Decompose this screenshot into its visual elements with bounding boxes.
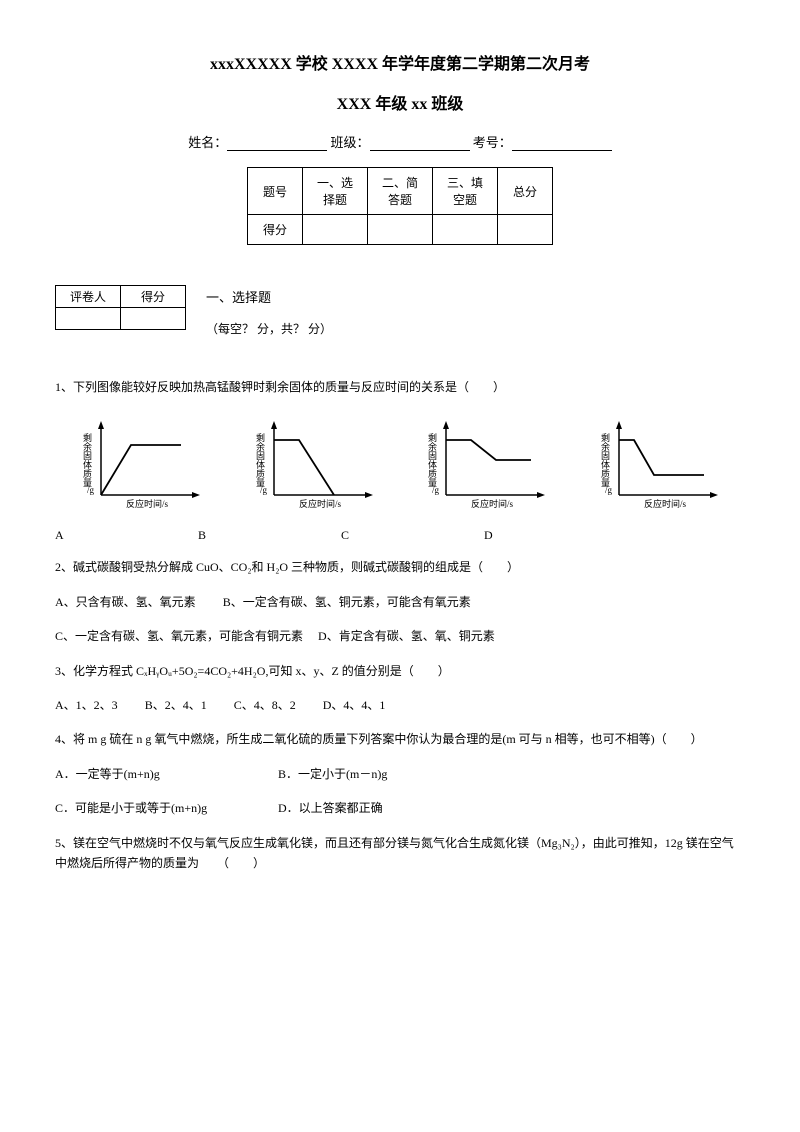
svg-text:反应时间/s: 反应时间/s <box>299 498 342 509</box>
question-3: 3、化学方程式 CₓHᵧOᵤ+5O₂=4CO₂+4H₂O,可知 x、y、Z 的值… <box>55 661 745 681</box>
score-table: 题号 一、选择题 二、简答题 三、填空题 总分 得分 <box>247 167 553 245</box>
option-a: A、1、2、3 <box>55 698 118 712</box>
main-title: xxxXXXXX 学校 XXXX 年学年度第二学期第二次月考 <box>55 50 745 74</box>
table-row: 题号 一、选择题 二、简答题 三、填空题 总分 <box>248 168 553 215</box>
option-b: B、一定含有碳、氢、铜元素，可能含有氧元素 <box>223 595 471 609</box>
table-row <box>56 308 186 330</box>
header-cell: 三、填空题 <box>433 168 498 215</box>
header-cell: 二、简答题 <box>368 168 433 215</box>
svg-text:/g: /g <box>87 485 95 495</box>
svg-text:反应时间/s: 反应时间/s <box>471 498 514 509</box>
option-d: D <box>484 528 624 543</box>
chart-a: 剩余固体质量 /g 反应时间/s <box>71 415 211 510</box>
name-label: 姓名： <box>188 135 227 150</box>
score-cell[interactable] <box>368 215 433 245</box>
chart-d: 剩余固体质量 /g 反应时间/s <box>589 415 729 510</box>
q1-options: A B C D <box>55 528 745 543</box>
section-header-row: 评卷人 得分 一、选择题 （每空？ 分，共？ 分） <box>55 285 745 337</box>
option-c: C <box>341 528 481 543</box>
score-label: 得分 <box>248 215 303 245</box>
q2-options-ab: A、只含有碳、氢、氧元素 B、一定含有碳、氢、铜元素，可能含有氧元素 <box>55 592 745 612</box>
class-label: 班级： <box>330 135 369 150</box>
header-cell: 题号 <box>248 168 303 215</box>
question-4: 4、将 m g 硫在 n g 氧气中燃烧，所生成二氧化硫的质量下列答案中你认为最… <box>55 729 745 749</box>
svg-text:/g: /g <box>432 485 440 495</box>
q4-options-ab: A．一定等于(m+n)g B．一定小于(m－n)g <box>55 764 745 784</box>
q3-options: A、1、2、3 B、2、4、1 C、4、8、2 D、4、4、1 <box>55 695 745 715</box>
q4-options-cd: C．可能是小于或等于(m+n)g D．以上答案都正确 <box>55 798 745 818</box>
sub-title: XXX 年级 xx 班级 <box>55 90 745 114</box>
svg-text:剩余固体质量: 剩余固体质量 <box>82 432 92 487</box>
svg-text:剩余固体质量: 剩余固体质量 <box>255 432 265 487</box>
option-a: A <box>55 528 195 543</box>
table-row: 评卷人 得分 <box>56 286 186 308</box>
option-a: A．一定等于(m+n)g <box>55 764 275 784</box>
option-a: A、只含有碳、氢、氧元素 <box>55 595 196 609</box>
question-2: 2、碱式碳酸铜受热分解成 CuO、CO₂和 H₂O 三种物质，则碱式碳酸铜的组成… <box>55 557 745 577</box>
section-subtitle: （每空？ 分，共？ 分） <box>206 320 332 337</box>
header-cell: 总分 <box>498 168 553 215</box>
grader-score-cell[interactable] <box>121 308 186 330</box>
grader-label: 评卷人 <box>56 286 121 308</box>
option-c: C、一定含有碳、氢、氧元素，可能含有铜元素 <box>55 629 303 643</box>
score-cell[interactable] <box>498 215 553 245</box>
chart-c: 剩余固体质量 /g 反应时间/s <box>416 415 556 510</box>
class-blank[interactable] <box>370 137 470 151</box>
grader-score-label: 得分 <box>121 286 186 308</box>
name-blank[interactable] <box>227 137 327 151</box>
question-1: 1、下列图像能较好反映加热高锰酸钾时剩余固体的质量与反应时间的关系是（ ） <box>55 377 745 397</box>
option-b: B、2、4、1 <box>145 698 207 712</box>
option-c: C．可能是小于或等于(m+n)g <box>55 798 275 818</box>
option-d: D．以上答案都正确 <box>278 801 383 815</box>
option-d: D、4、4、1 <box>323 698 386 712</box>
option-b: B <box>198 528 338 543</box>
svg-text:/g: /g <box>260 485 268 495</box>
option-d: D、肯定含有碳、氢、氧、铜元素 <box>318 629 495 643</box>
charts-row: 剩余固体质量 /g 反应时间/s 剩余固体质量 /g 反应时间/s 剩余固体质量… <box>55 415 745 510</box>
svg-text:剩余固体质量: 剩余固体质量 <box>600 432 610 487</box>
id-label: 考号： <box>473 135 512 150</box>
score-cell[interactable] <box>433 215 498 245</box>
table-row: 得分 <box>248 215 553 245</box>
grader-cell[interactable] <box>56 308 121 330</box>
grader-table: 评卷人 得分 <box>55 285 186 330</box>
q2-options-cd: C、一定含有碳、氢、氧元素，可能含有铜元素 D、肯定含有碳、氢、氧、铜元素 <box>55 626 745 646</box>
svg-text:反应时间/s: 反应时间/s <box>644 498 687 509</box>
option-b: B．一定小于(m－n)g <box>278 767 387 781</box>
student-info-line: 姓名： 班级： 考号： <box>55 132 745 151</box>
svg-text:/g: /g <box>605 485 613 495</box>
svg-text:反应时间/s: 反应时间/s <box>126 498 169 509</box>
option-c: C、4、8、2 <box>234 698 296 712</box>
chart-b: 剩余固体质量 /g 反应时间/s <box>244 415 384 510</box>
header-cell: 一、选择题 <box>303 168 368 215</box>
id-blank[interactable] <box>512 137 612 151</box>
score-cell[interactable] <box>303 215 368 245</box>
question-5: 5、镁在空气中燃烧时不仅与氧气反应生成氧化镁，而且还有部分镁与氮气化合生成氮化镁… <box>55 833 745 874</box>
svg-text:剩余固体质量: 剩余固体质量 <box>427 432 437 487</box>
section-title: 一、选择题 <box>206 287 332 306</box>
